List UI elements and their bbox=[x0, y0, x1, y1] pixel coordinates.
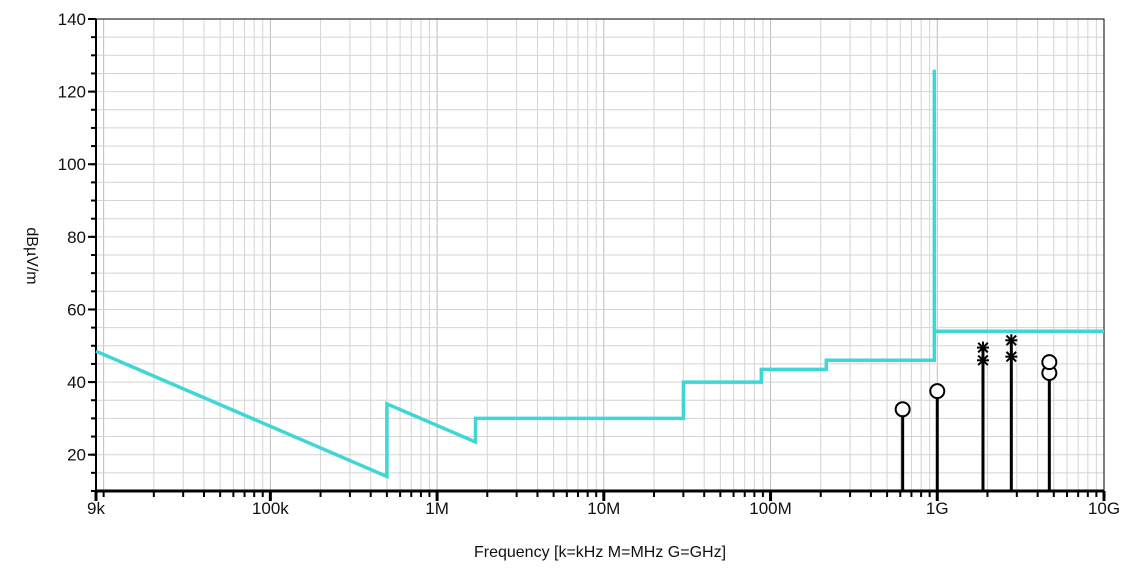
measurement-star-marker bbox=[1005, 350, 1018, 363]
y-tick-label: 140 bbox=[58, 10, 86, 29]
y-tick-label: 120 bbox=[58, 83, 86, 102]
measurement-circle-marker bbox=[929, 383, 946, 400]
y-tick-label: 80 bbox=[67, 228, 86, 247]
labels: Frequency [k=kHz M=MHz G=GHz] dBµV/m bbox=[23, 227, 726, 561]
measurement-star-marker bbox=[976, 341, 989, 354]
x-axis-title: Frequency [k=kHz M=MHz G=GHz] bbox=[474, 544, 726, 561]
star-stroke bbox=[977, 354, 989, 366]
measurement-circle-marker bbox=[1041, 354, 1058, 371]
x-tick-label: 100M bbox=[749, 499, 792, 518]
star-stroke bbox=[977, 342, 989, 354]
star-stroke bbox=[1005, 334, 1017, 346]
y-axis-title: dBµV/m bbox=[23, 227, 40, 284]
limit-line bbox=[95, 69, 1104, 480]
x-tick-label: 10G bbox=[1088, 499, 1120, 518]
y-tick-label: 20 bbox=[67, 446, 86, 465]
x-tick-label: 9k bbox=[87, 499, 105, 518]
x-tick-label: 1G bbox=[926, 499, 949, 518]
y-tick-label: 100 bbox=[58, 155, 86, 174]
y-tick-label: 60 bbox=[67, 300, 86, 319]
x-tick-label: 1M bbox=[425, 499, 449, 518]
grid bbox=[95, 18, 1104, 492]
x-tick-label: 100k bbox=[252, 499, 289, 518]
y-tick-label: 40 bbox=[67, 373, 86, 392]
axes: 20 40 60 80 100 120 140 9k 100k 1M 10M 100M 1G 10G bbox=[58, 10, 1120, 518]
x-tick-label: 10M bbox=[587, 499, 620, 518]
measurement-star-marker bbox=[1005, 334, 1018, 347]
limit-line-layer bbox=[95, 69, 1104, 480]
measurement-circle-marker bbox=[894, 401, 911, 418]
measurement-layer bbox=[894, 334, 1058, 491]
star-stroke bbox=[1005, 351, 1017, 363]
measurement-star-marker bbox=[976, 354, 989, 367]
